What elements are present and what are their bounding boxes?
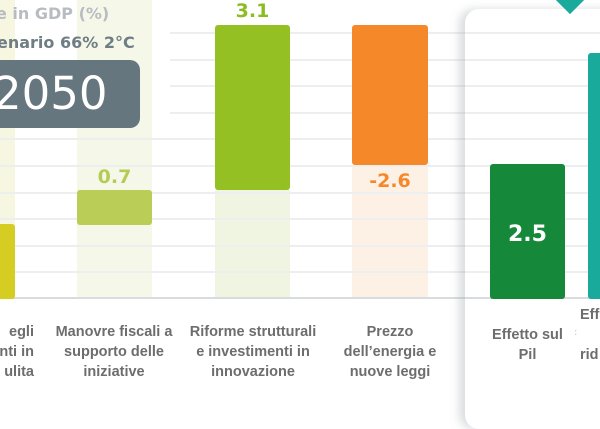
column-band-2 (77, 0, 152, 298)
category-label-prezzo-energia: Prezzo dell’energia e nuove leggi (343, 324, 437, 380)
value-label-effetto-pil: 2.5 (508, 222, 547, 247)
panel-gridline (465, 32, 600, 34)
category-label-col-6: Eff rid (580, 307, 600, 363)
column-band-3 (215, 190, 290, 298)
category-label-riforme-strutturali: Riforme strutturali e investimenti in in… (189, 324, 317, 380)
scenario-subtitle: enario 66% 2°C (0, 33, 135, 52)
value-label-riforme-strutturali: 3.1 (235, 0, 270, 22)
category-label-effetto-pil: Effetto sul Pil (492, 327, 563, 363)
value-label-prezzo-energia: -2.6 (369, 170, 411, 192)
panel-gridline (465, 59, 600, 61)
bar-col-6[interactable] (588, 53, 600, 299)
bar-manovre-fiscali[interactable] (77, 190, 152, 225)
value-label-manovre-fiscali: 0.7 (97, 166, 132, 188)
bar-prezzo-energia[interactable] (352, 25, 428, 165)
bar-col-1[interactable] (0, 224, 15, 299)
bar-effetto-pil[interactable] (490, 164, 565, 299)
bar-riforme-strutturali[interactable] (215, 25, 290, 190)
panel-gridline (465, 138, 600, 140)
panel-gridline (465, 85, 600, 87)
year-badge[interactable] (0, 60, 140, 128)
panel-gridline (465, 112, 600, 114)
label-divider: : (574, 327, 578, 338)
column-band-4 (352, 165, 428, 298)
category-label-manovre-fiscali: Manovre fiscali a supporto delle iniziat… (55, 324, 173, 380)
chart-title: e in GDP (%) (0, 4, 110, 23)
year-badge-label: 2050 (0, 67, 108, 120)
x-axis-baseline (0, 297, 600, 299)
category-label-col-1: egli nti in ulita (0, 324, 34, 380)
